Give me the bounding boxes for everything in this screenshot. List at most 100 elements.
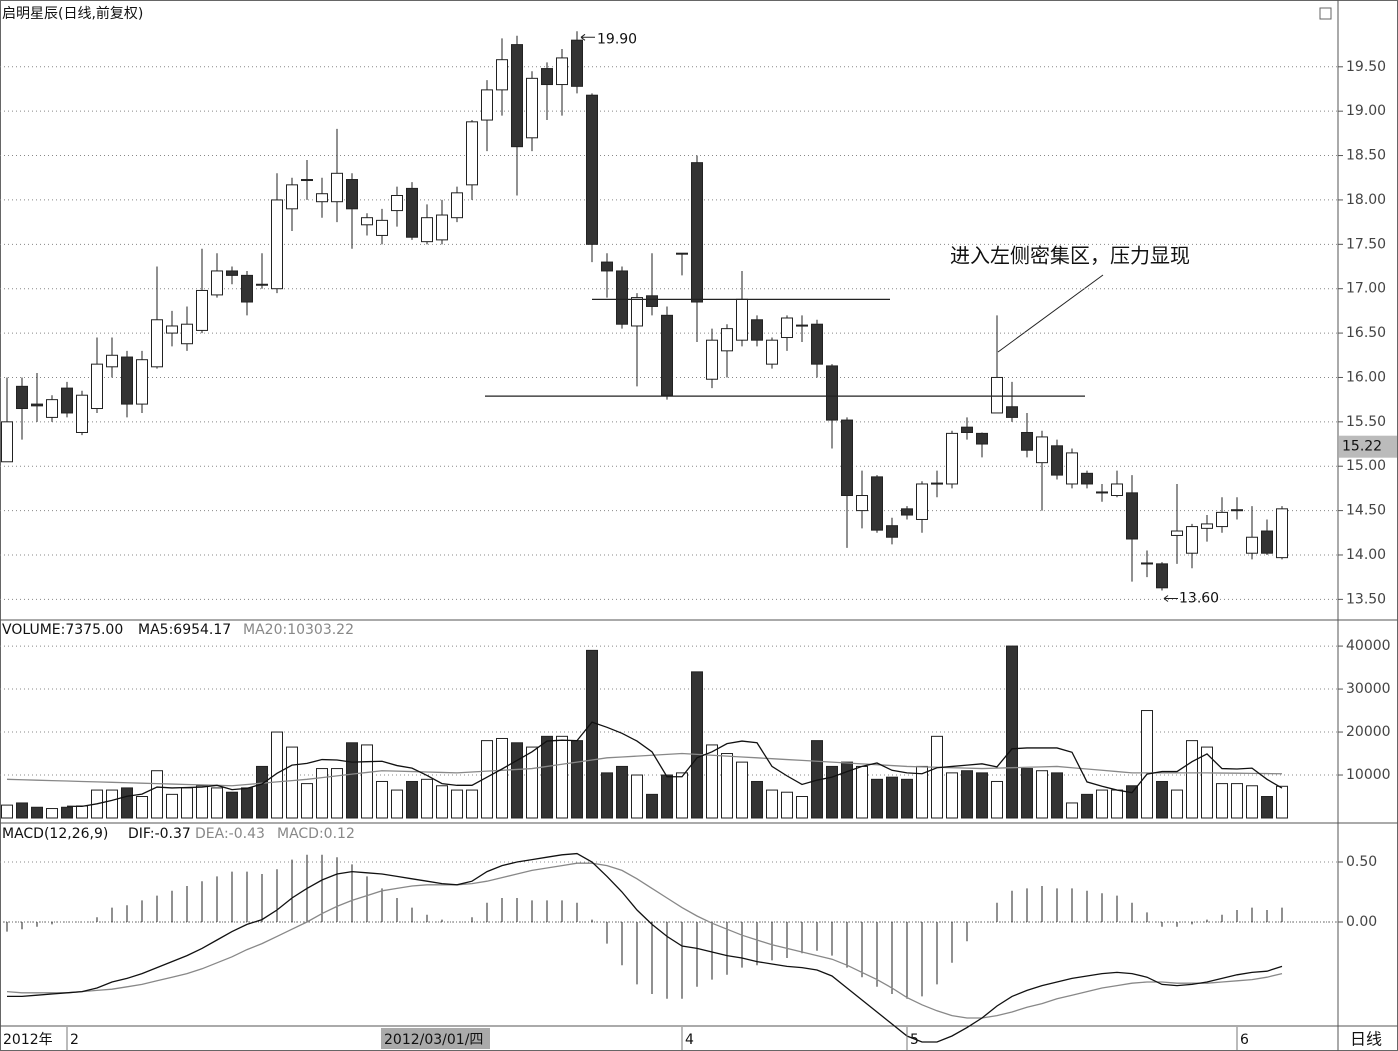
macd-title: MACD(12,26,9) bbox=[2, 826, 108, 842]
period-label: 日线 bbox=[1350, 1030, 1382, 1049]
candle-body bbox=[1066, 452, 1078, 485]
volume-bar bbox=[1, 804, 13, 819]
volume-bar bbox=[391, 789, 403, 819]
candle-body bbox=[496, 59, 508, 91]
candle-body bbox=[1051, 445, 1063, 476]
volume-bar bbox=[136, 796, 148, 819]
volume-bar bbox=[901, 778, 913, 819]
candle-body bbox=[421, 217, 433, 243]
candle-body bbox=[91, 363, 103, 410]
candle-body bbox=[376, 219, 388, 236]
volume-bar bbox=[106, 789, 118, 819]
volume-bar bbox=[301, 783, 313, 819]
candle-body bbox=[751, 319, 763, 341]
candle-body bbox=[1201, 523, 1213, 529]
window-icon[interactable] bbox=[1319, 7, 1332, 20]
volume-bar bbox=[796, 796, 808, 819]
candle-body bbox=[1111, 483, 1123, 497]
candle-body bbox=[736, 298, 748, 341]
volume-bar bbox=[241, 787, 253, 819]
volume-bar bbox=[331, 768, 343, 819]
volume-bar bbox=[526, 746, 538, 819]
y-tick-label: 40000 bbox=[1346, 638, 1391, 654]
candle-body bbox=[811, 323, 823, 365]
y-tick-label: 0.00 bbox=[1346, 914, 1377, 930]
candle-body bbox=[211, 270, 223, 296]
volume-bar bbox=[601, 772, 613, 819]
volume-bar bbox=[1006, 645, 1018, 819]
volume-bar bbox=[721, 753, 733, 819]
candle-body bbox=[466, 121, 478, 186]
chart-title: 启明星辰(日线,前复权) bbox=[2, 5, 143, 22]
candle-body bbox=[1036, 436, 1048, 464]
volume-bar bbox=[541, 735, 553, 819]
dif-label: DIF:-0.37 bbox=[128, 826, 191, 842]
candle-body bbox=[676, 252, 688, 255]
volume-bar bbox=[1066, 802, 1078, 819]
ma5-line bbox=[66, 721, 1283, 808]
volume-bar bbox=[826, 765, 838, 819]
candle-body bbox=[1021, 431, 1033, 451]
y-tick-label: 15.00 bbox=[1346, 458, 1386, 474]
cursor-date: 2012/03/01/四 bbox=[384, 1032, 483, 1048]
dea-line bbox=[6, 862, 1283, 1019]
candle-body bbox=[301, 179, 313, 182]
y-tick-label: 18.00 bbox=[1346, 192, 1386, 208]
y-tick-label: 14.00 bbox=[1346, 547, 1386, 563]
candle-body bbox=[511, 44, 523, 148]
y-tick-label: 15.50 bbox=[1346, 414, 1386, 430]
volume-bar bbox=[1051, 772, 1063, 819]
candle-body bbox=[526, 77, 538, 139]
candle-body bbox=[241, 274, 253, 303]
volume-bar bbox=[151, 770, 163, 819]
candle-body bbox=[166, 325, 178, 334]
y-tick-label: 16.50 bbox=[1346, 325, 1386, 341]
volume-bar bbox=[1156, 780, 1168, 819]
volume-bar bbox=[736, 761, 748, 819]
candle-body bbox=[151, 319, 163, 368]
volume-bar bbox=[226, 791, 238, 819]
candle-body bbox=[406, 187, 418, 238]
candle-body bbox=[196, 289, 208, 331]
candle-body bbox=[46, 399, 58, 418]
candle-body bbox=[706, 339, 718, 380]
y-tick-label: 10000 bbox=[1346, 767, 1391, 783]
candle-body bbox=[1261, 530, 1273, 554]
min-label: 13.60 bbox=[1179, 590, 1219, 606]
volume-bar bbox=[676, 772, 688, 819]
volume-bar bbox=[271, 731, 283, 819]
volume-bar bbox=[511, 742, 523, 819]
volume-bar bbox=[166, 793, 178, 819]
y-tick-label: 16.00 bbox=[1346, 369, 1386, 385]
volume-bar bbox=[61, 806, 73, 819]
volume-bar bbox=[406, 780, 418, 819]
volume-bar bbox=[631, 774, 643, 819]
candle-body bbox=[946, 432, 958, 485]
y-tick-label: 0.50 bbox=[1346, 854, 1377, 870]
candle-body bbox=[31, 403, 43, 407]
candle-body bbox=[721, 328, 733, 352]
candle-body bbox=[841, 419, 853, 497]
ma20-label: MA20:10303.22 bbox=[243, 622, 354, 638]
volume-bar bbox=[1021, 768, 1033, 819]
volume-bar bbox=[181, 787, 193, 819]
candle-body bbox=[916, 483, 928, 520]
volume-bar bbox=[1126, 785, 1138, 819]
y-tick-label: 17.50 bbox=[1346, 236, 1386, 252]
volume-bar bbox=[1111, 789, 1123, 819]
candle-body bbox=[76, 394, 88, 433]
candle-body bbox=[346, 179, 358, 210]
x-tick-label: 6 bbox=[1240, 1032, 1249, 1048]
volume-bar bbox=[496, 737, 508, 819]
candle-body bbox=[1081, 472, 1093, 485]
x-tick-label: 4 bbox=[685, 1032, 694, 1048]
candle-body bbox=[1276, 508, 1288, 559]
volume-bar bbox=[346, 742, 358, 819]
y-tick-label: 14.50 bbox=[1346, 503, 1386, 519]
volume-bar bbox=[1036, 770, 1048, 819]
volume-bar bbox=[841, 761, 853, 819]
volume-bar bbox=[976, 772, 988, 819]
volume-bar bbox=[646, 793, 658, 819]
candle-body bbox=[1126, 492, 1138, 540]
